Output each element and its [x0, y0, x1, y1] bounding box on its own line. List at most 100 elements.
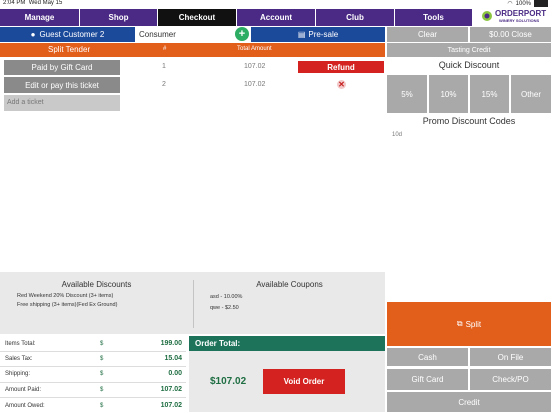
battery-text: 100% — [515, 0, 531, 7]
split-tender-header: Split Tender # Total Amount — [0, 43, 385, 57]
void-order-label: Void Order — [283, 377, 325, 386]
split-tender-title: Split Tender — [48, 45, 91, 54]
tender-1-number: 1 — [162, 63, 166, 70]
void-order-button[interactable]: Void Order — [263, 369, 345, 394]
totals-table: Items Total: $ 199.00 Sales Tax: $ 15.04… — [0, 336, 186, 414]
wifi-icon: ◠ — [507, 1, 513, 7]
tender-2-label: Edit or pay this ticket — [25, 80, 99, 90]
guest-customer-label: Guest Customer 2 — [39, 30, 105, 39]
refund-label: Refund — [327, 62, 355, 72]
edit-pay-ticket-button[interactable]: Edit or pay this ticket — [4, 77, 120, 93]
nav-shop-label: Shop — [108, 13, 129, 22]
discount-10-button[interactable]: 10% — [429, 75, 468, 113]
tender-2-amount: 107.02 — [244, 81, 266, 88]
clear-label: Clear — [417, 30, 438, 39]
totals-row: Sales Tax: $ 15.04 — [0, 352, 186, 367]
add-customer-icon[interactable]: + — [235, 27, 249, 41]
user-icon: ● — [30, 30, 36, 39]
order-total-amount: $107.02 — [210, 376, 247, 387]
available-coupons-title: Available Coupons — [256, 280, 323, 289]
discount-item: Red Weekend 20% Discount (3+ items) — [17, 293, 114, 299]
cash-button[interactable]: Cash — [387, 348, 468, 366]
discount-15-label: 15% — [481, 89, 498, 99]
totals-value: 107.02 — [160, 402, 182, 409]
presale-label: Pre-sale — [308, 30, 339, 39]
tasting-credit-label: Tasting Credit — [447, 46, 491, 54]
logo-text: ORDERPORT — [495, 9, 547, 18]
quick-discount-title: Quick Discount — [438, 60, 500, 70]
check-po-button[interactable]: Check/PO — [470, 369, 551, 390]
column-total-amount: Total Amount — [237, 46, 272, 52]
clear-button[interactable]: Clear — [387, 27, 468, 42]
discount-other-button[interactable]: Other — [511, 75, 551, 113]
on-file-button[interactable]: On File — [470, 348, 551, 366]
totals-value: 15.04 — [164, 355, 182, 362]
coupon-item: qwe - $2.50 — [210, 305, 239, 311]
nav-club[interactable]: Club — [316, 9, 394, 26]
split-icon: ⧉ — [456, 319, 463, 328]
nav-manage[interactable]: Manage — [0, 9, 79, 26]
refund-button[interactable]: Refund — [298, 61, 384, 73]
discount-5-button[interactable]: 5% — [387, 75, 427, 113]
add-ticket-input[interactable]: Add a ticket — [4, 95, 120, 111]
panel-divider — [193, 280, 194, 328]
close-button[interactable]: $0.00 Close — [470, 27, 551, 42]
presale-button[interactable]: ▤ Pre-sale — [251, 27, 385, 42]
gift-card-button[interactable]: Gift Card — [387, 369, 468, 390]
totals-value: 0.00 — [168, 370, 182, 377]
nav-shop[interactable]: Shop — [80, 9, 157, 26]
totals-currency: $ — [100, 403, 104, 409]
cash-label: Cash — [418, 352, 437, 362]
tender-2-number: 2 — [162, 81, 166, 88]
tasting-credit-button[interactable]: Tasting Credit — [387, 43, 551, 57]
guest-customer-button[interactable]: ● Guest Customer 2 — [0, 27, 135, 42]
discount-5-label: 5% — [401, 89, 413, 99]
totals-row: Amount Owed: $ 107.02 — [0, 398, 186, 414]
promo-code-input[interactable]: 10d — [392, 132, 403, 138]
close-label: $0.00 Close — [489, 30, 532, 39]
tender-1-label: Paid by Gift Card — [31, 63, 93, 72]
totals-label: Items Total: — [5, 341, 36, 347]
order-total-header: Order Total: — [189, 336, 385, 351]
column-number: # — [163, 46, 167, 52]
totals-value: 107.02 — [160, 386, 182, 393]
nav-tools[interactable]: Tools — [395, 9, 472, 26]
nav-manage-label: Manage — [24, 13, 55, 22]
totals-currency: $ — [100, 371, 104, 377]
promo-codes-title: Promo Discount Codes — [422, 116, 516, 126]
status-time: 2:04 PM — [3, 0, 26, 6]
split-label: Split — [465, 319, 482, 329]
paid-gift-card-button[interactable]: Paid by Gift Card — [4, 60, 120, 75]
battery-icon — [534, 0, 548, 7]
discounts-coupons-panel: Available Discounts Red Weekend 20% Disc… — [0, 272, 385, 334]
tender-1-amount: 107.02 — [244, 63, 266, 70]
logo-swirl-icon — [481, 10, 493, 22]
remove-ticket-icon[interactable]: ✕ — [337, 80, 346, 89]
orderport-logo: ORDERPORT WINERY SOLUTIONS — [481, 9, 551, 26]
on-file-label: On File — [497, 352, 524, 362]
check-po-label: Check/PO — [492, 375, 529, 384]
totals-row: Items Total: $ 199.00 — [0, 336, 186, 352]
available-discounts-title: Available Discounts — [61, 280, 132, 289]
nav-tools-label: Tools — [423, 13, 444, 22]
nav-checkout[interactable]: Checkout — [158, 9, 236, 26]
document-icon: ▤ — [297, 30, 306, 39]
nav-account-label: Account — [260, 13, 292, 22]
credit-label: Credit — [458, 397, 480, 407]
order-total-panel: $107.02 Void Order — [189, 351, 385, 412]
totals-value: 199.00 — [160, 340, 182, 347]
gift-card-label: Gift Card — [411, 375, 444, 384]
totals-currency: $ — [100, 341, 104, 347]
totals-row: Amount Paid: $ 107.02 — [0, 383, 186, 398]
nav-account[interactable]: Account — [237, 9, 315, 26]
totals-currency: $ — [100, 387, 104, 393]
discount-15-button[interactable]: 15% — [470, 75, 509, 113]
logo-subtext: WINERY SOLUTIONS — [499, 18, 540, 23]
totals-currency: $ — [100, 356, 104, 362]
split-button[interactable]: ⧉ Split — [387, 302, 551, 346]
totals-label: Shipping: — [5, 371, 31, 377]
credit-button[interactable]: Credit — [387, 392, 551, 412]
coupon-item: asd - 10.00% — [210, 294, 243, 300]
customer-type[interactable]: Consumer — [139, 30, 176, 39]
status-bar: 2:04 PM Wed May 15 ◠ 100% — [0, 0, 552, 8]
